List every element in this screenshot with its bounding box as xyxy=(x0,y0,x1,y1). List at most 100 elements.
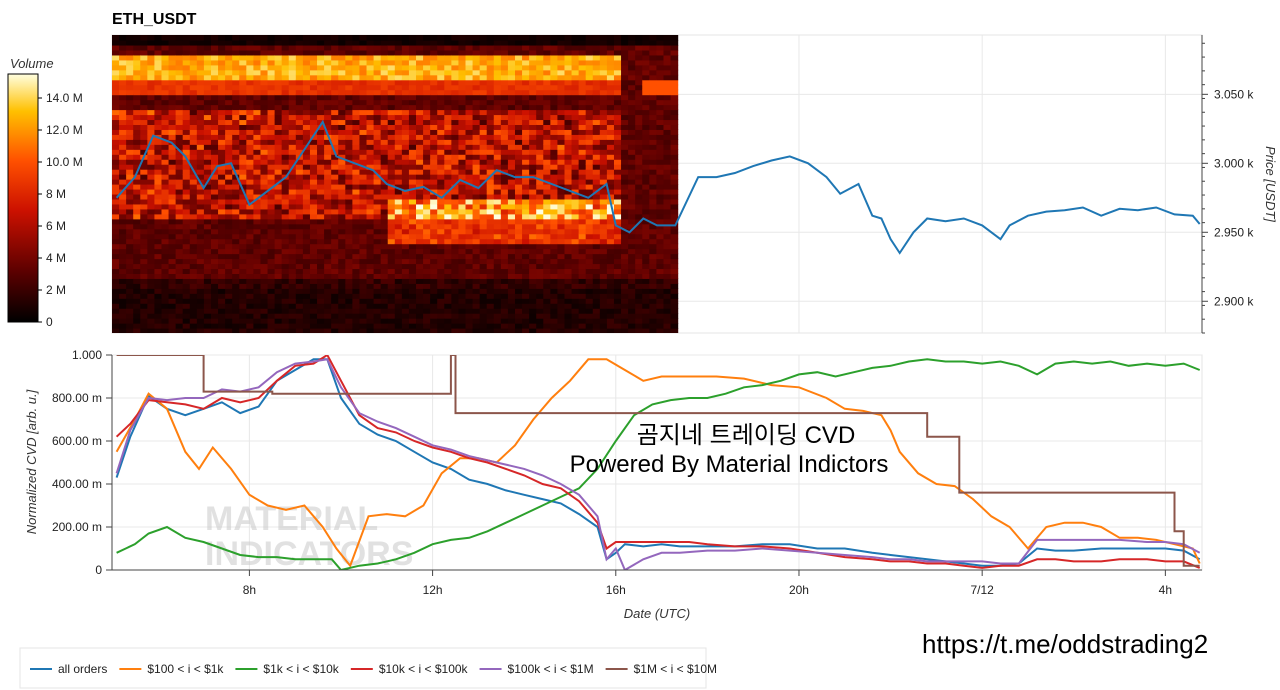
heatmap-cell xyxy=(175,243,184,250)
heatmap-cell xyxy=(663,273,672,279)
heatmap-cell xyxy=(196,268,205,274)
heatmap-cell xyxy=(112,233,120,240)
heatmap-cell xyxy=(352,228,361,235)
heatmap-cell xyxy=(288,288,297,294)
heatmap-cell xyxy=(423,39,431,46)
heatmap-cell xyxy=(232,39,240,46)
heatmap-cell xyxy=(550,99,559,106)
heatmap-cell xyxy=(203,268,212,274)
cvd-line-10k-100k xyxy=(115,355,1201,569)
heatmap-cell xyxy=(621,198,629,205)
heatmap-cell xyxy=(324,188,332,195)
heatmap-cell xyxy=(550,174,559,180)
heatmap-cell xyxy=(210,203,219,210)
heatmap-cell xyxy=(260,273,269,279)
heatmap-cell xyxy=(628,193,636,200)
heatmap-cell xyxy=(140,328,148,333)
heatmap-cell xyxy=(550,44,559,51)
heatmap-cell xyxy=(189,119,198,125)
heatmap-cell xyxy=(642,99,650,106)
heatmap-cell xyxy=(253,258,262,265)
heatmap-cell xyxy=(281,84,290,91)
heatmap-cell xyxy=(479,243,488,250)
heatmap-cell xyxy=(557,134,566,140)
heatmap-cell xyxy=(225,89,233,96)
heatmap-cell xyxy=(656,193,665,200)
telegram-url[interactable]: https://t.me/oddstrading2 xyxy=(922,629,1208,659)
heatmap-cell xyxy=(288,64,297,71)
heatmap-cell xyxy=(599,49,608,56)
heatmap-cell xyxy=(507,99,516,106)
heatmap-cell xyxy=(189,273,198,279)
heatmap-cell xyxy=(493,74,502,81)
heatmap-cell xyxy=(663,89,672,96)
heatmap-cell xyxy=(168,198,177,205)
heatmap-cell xyxy=(486,243,495,250)
heatmap-cell xyxy=(218,114,226,121)
heatmap-cell xyxy=(613,198,622,205)
heatmap-cell xyxy=(352,313,361,319)
heatmap-cell xyxy=(352,54,361,61)
heatmap-cell xyxy=(366,283,375,289)
heatmap-cell xyxy=(493,263,502,270)
heatmap-cell xyxy=(387,233,396,240)
heatmap-cell xyxy=(366,273,375,279)
heatmap-cell xyxy=(232,74,240,81)
heatmap-cell xyxy=(309,198,318,205)
heatmap-cell xyxy=(359,79,368,86)
heatmap-cell xyxy=(246,323,255,329)
heatmap-cell xyxy=(550,109,559,116)
heatmap-cell xyxy=(500,313,509,319)
heatmap-cell xyxy=(203,238,212,245)
heatmap-cell xyxy=(437,263,445,270)
heatmap-cell xyxy=(239,124,247,130)
heatmap-cell xyxy=(366,114,375,121)
heatmap-cell xyxy=(430,174,438,180)
heatmap-cell xyxy=(239,263,247,270)
heatmap-cell xyxy=(232,139,240,145)
heatmap-cell xyxy=(253,228,262,235)
heatmap-cell xyxy=(621,119,629,125)
heatmap-cell xyxy=(267,198,276,205)
heatmap-cell xyxy=(359,233,368,240)
heatmap-cell xyxy=(564,39,573,46)
heatmap-cell xyxy=(218,288,226,294)
heatmap-cell xyxy=(133,184,141,190)
heatmap-cell xyxy=(352,104,361,111)
heatmap-cell xyxy=(670,35,679,41)
heatmap-cell xyxy=(536,39,544,46)
heatmap-cell xyxy=(642,198,650,205)
heatmap-cell xyxy=(239,79,247,86)
heatmap-cell xyxy=(628,298,636,304)
heatmap-cell xyxy=(189,283,198,289)
heatmap-cell xyxy=(585,198,594,205)
heatmap-cell xyxy=(196,94,205,101)
heatmap-cell xyxy=(168,313,177,319)
heatmap-cell xyxy=(663,193,672,200)
heatmap-cell xyxy=(260,104,269,111)
heatmap-cell xyxy=(458,193,467,200)
heatmap-cell xyxy=(267,54,276,61)
heatmap-cell xyxy=(585,233,594,240)
heatmap-cell xyxy=(543,283,551,289)
price-tick-label: 2.900 k xyxy=(1214,294,1254,308)
heatmap-cell xyxy=(423,303,431,309)
heatmap-cell xyxy=(621,114,629,121)
heatmap-cell xyxy=(302,114,311,121)
heatmap-cell xyxy=(550,69,559,76)
heatmap-cell xyxy=(140,258,148,265)
heatmap-cell xyxy=(416,124,424,130)
heatmap-cell xyxy=(493,198,502,205)
heatmap-cell xyxy=(394,298,403,304)
heatmap-cell xyxy=(550,134,559,140)
heatmap-cell xyxy=(302,258,311,265)
heatmap-cell xyxy=(302,288,311,294)
heatmap-cell xyxy=(536,139,544,145)
heatmap-cell xyxy=(606,44,615,51)
heatmap-cell xyxy=(281,283,290,289)
heatmap-cell xyxy=(585,174,594,180)
heatmap-cell xyxy=(437,44,445,51)
heatmap-cell xyxy=(380,308,389,314)
heatmap-cell xyxy=(309,44,318,51)
heatmap-cell xyxy=(529,84,537,91)
